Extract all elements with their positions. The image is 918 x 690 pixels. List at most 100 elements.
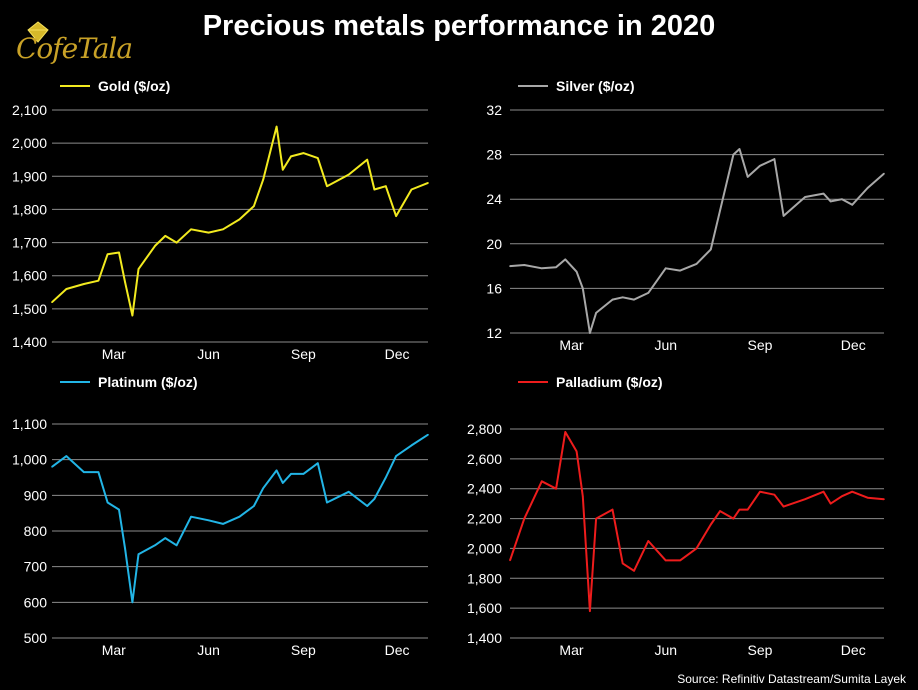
data-point [51, 301, 53, 304]
chart-panel-4: 1,400 1,600 1,800 2,000 2,200 2,400 2,600 2,800… [467, 374, 885, 658]
chart-panel-2: 12 16 20 24 28 32 Mar Jun Sep Dec Silver ($/oz) [486, 78, 885, 353]
data-point [384, 185, 387, 188]
data-point [373, 188, 376, 191]
x-tick-label: Sep [291, 346, 316, 362]
data-point [222, 523, 224, 525]
legend-label: Silver ($/oz) [556, 78, 635, 94]
data-point [719, 209, 721, 212]
data-point [281, 482, 284, 484]
data-point [124, 281, 126, 284]
data-point [154, 245, 156, 247]
data-point [679, 559, 681, 562]
data-point [65, 288, 68, 290]
data-point [410, 188, 413, 191]
data-point [275, 125, 278, 128]
y-tick-label: 2,000 [467, 540, 502, 556]
data-point [395, 455, 397, 457]
data-point [154, 544, 156, 547]
data-point [253, 505, 255, 507]
x-tick-label: Jun [654, 337, 677, 353]
y-tick-label: 2,400 [467, 481, 502, 497]
data-point [137, 268, 140, 270]
data-point [523, 264, 526, 266]
data-point [710, 248, 712, 251]
data-point [679, 269, 681, 272]
data-point [581, 495, 584, 497]
data-point [581, 287, 584, 290]
data-point [611, 508, 614, 511]
data-point [190, 228, 192, 231]
data-point [621, 296, 624, 299]
data-point [175, 241, 178, 244]
data-point [509, 265, 511, 267]
data-point [51, 466, 53, 468]
y-tick-label: 1,400 [12, 334, 47, 350]
data-point [710, 523, 712, 526]
data-point [118, 251, 120, 254]
data-point [326, 501, 328, 504]
data-point [695, 547, 698, 550]
data-point [621, 562, 624, 565]
data-point [589, 610, 591, 612]
data-point [773, 158, 776, 160]
data-point [262, 487, 264, 490]
data-point [106, 253, 109, 255]
data-point [851, 490, 854, 493]
data-point [290, 155, 292, 158]
data-point [773, 493, 776, 496]
y-tick-label: 20 [486, 236, 502, 252]
data-point [732, 517, 735, 520]
data-point [759, 164, 761, 167]
data-point [829, 200, 832, 203]
data-point [275, 469, 278, 472]
y-tick-label: 1,600 [467, 600, 502, 616]
data-point [302, 152, 305, 154]
y-tick-label: 1,600 [12, 268, 47, 284]
data-point [427, 433, 429, 436]
data-point [866, 496, 869, 499]
cofetala-logo: CofeTala [8, 20, 138, 80]
y-tick-label: 2,100 [12, 102, 47, 118]
y-tick-label: 2,200 [467, 511, 502, 527]
y-tick-label: 600 [24, 594, 48, 610]
x-tick-label: Dec [841, 642, 866, 658]
data-point [262, 178, 264, 181]
logo-text: CofeTala [16, 32, 133, 65]
x-tick-label: Mar [559, 642, 583, 658]
series-line [509, 148, 885, 334]
data-point [738, 508, 741, 511]
y-tick-label: 2,600 [467, 451, 502, 467]
data-point [238, 515, 241, 518]
data-point [841, 198, 843, 200]
y-tick-label: 2,800 [467, 421, 502, 437]
chart-panel-3: 500 600 700 800 900 1,000 1,100 Mar Jun Sep Dec Pla… [12, 374, 429, 658]
data-point [427, 182, 429, 184]
data-point [732, 153, 735, 156]
legend-label: Gold ($/oz) [98, 78, 170, 94]
data-point [664, 267, 667, 270]
data-point [841, 495, 843, 497]
data-point [384, 476, 387, 479]
source-note: Source: Refinitiv Datastream/Sumita Laye… [677, 672, 906, 686]
diamond-icon [27, 21, 49, 43]
y-tick-label: 12 [486, 325, 502, 341]
y-tick-label: 1,700 [12, 235, 47, 251]
data-point [695, 263, 698, 265]
y-tick-label: 28 [486, 147, 502, 163]
data-point [575, 450, 578, 453]
page-title: Precious metals performance in 2020 [202, 10, 716, 42]
data-point [65, 455, 68, 457]
data-point [97, 471, 100, 473]
data-point [866, 187, 869, 189]
x-tick-label: Sep [748, 642, 773, 658]
data-point [664, 559, 667, 562]
data-point [822, 192, 825, 195]
data-point [804, 196, 806, 198]
data-point [366, 158, 369, 161]
data-point [746, 176, 749, 178]
y-tick-label: 24 [486, 191, 502, 207]
data-point [647, 540, 650, 542]
y-tick-label: 500 [24, 630, 48, 646]
data-point [589, 332, 591, 334]
data-point [829, 502, 832, 505]
